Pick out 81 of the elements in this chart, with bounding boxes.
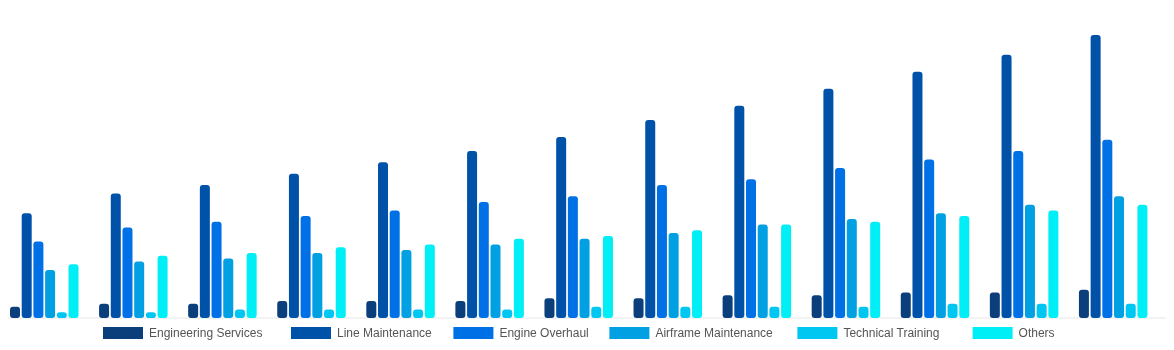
legend-label: Airframe Maintenance	[655, 326, 774, 340]
bar	[591, 306, 602, 318]
bar	[211, 221, 222, 318]
bar	[1024, 204, 1035, 318]
bar	[1013, 151, 1024, 318]
bar	[246, 252, 257, 318]
bar	[544, 298, 555, 318]
bar	[959, 216, 970, 318]
bar	[734, 105, 745, 318]
bar	[757, 224, 768, 318]
bar	[223, 258, 234, 318]
legend-label: Engineering Services	[149, 326, 263, 340]
bar	[366, 301, 377, 318]
bar	[1114, 196, 1125, 318]
bar	[823, 88, 834, 318]
bar	[455, 301, 466, 318]
bar	[656, 184, 667, 318]
bar	[579, 238, 590, 318]
bar	[935, 213, 946, 318]
bar	[668, 233, 679, 318]
bar	[56, 312, 67, 318]
bar	[389, 210, 400, 318]
bar	[846, 218, 857, 318]
bar	[157, 255, 168, 318]
bar	[870, 221, 881, 318]
bar	[378, 162, 389, 318]
bar	[835, 168, 846, 318]
bar	[1078, 289, 1089, 318]
bar	[1001, 54, 1012, 318]
bar	[781, 224, 792, 318]
bar	[722, 295, 733, 318]
bar	[99, 303, 110, 318]
legend-label: Others	[1018, 326, 1055, 340]
bar	[1102, 139, 1113, 318]
bar	[312, 252, 323, 318]
bar	[1137, 204, 1148, 318]
legend-label: Line Maintenance	[337, 326, 433, 340]
bar	[134, 261, 145, 318]
bar	[502, 309, 513, 318]
bar	[277, 301, 288, 318]
bar	[145, 312, 156, 318]
bar	[811, 295, 822, 318]
bar	[288, 173, 299, 318]
bar	[602, 235, 613, 318]
bar	[769, 306, 780, 318]
bar	[513, 238, 524, 318]
legend-label: Technical Training	[843, 326, 940, 340]
bar	[680, 306, 691, 318]
bar	[1048, 210, 1059, 318]
legend-label: Engine Overhaul	[499, 326, 589, 340]
bar	[633, 298, 644, 318]
bar	[45, 269, 56, 318]
bar	[912, 71, 923, 318]
bar	[424, 244, 435, 318]
bar	[490, 244, 501, 318]
bar	[478, 201, 489, 318]
bar	[947, 303, 958, 318]
bar	[467, 151, 478, 318]
bar	[300, 216, 311, 318]
bar	[556, 136, 567, 318]
bar	[692, 230, 703, 318]
bar	[924, 159, 935, 318]
bar	[188, 303, 199, 318]
bar	[33, 241, 44, 318]
bar	[122, 227, 133, 318]
bar	[21, 213, 32, 318]
bar	[10, 306, 20, 318]
bar	[1125, 303, 1136, 318]
bar	[335, 247, 346, 318]
bar	[199, 184, 210, 318]
bar	[110, 193, 121, 318]
bar	[567, 196, 578, 318]
bar	[746, 179, 757, 318]
bar	[401, 250, 412, 318]
bar	[858, 306, 869, 318]
bar	[1036, 303, 1047, 318]
bar	[900, 292, 911, 318]
bar	[1090, 35, 1101, 318]
bar	[989, 292, 1000, 318]
bar	[68, 264, 79, 318]
bar	[645, 119, 656, 318]
